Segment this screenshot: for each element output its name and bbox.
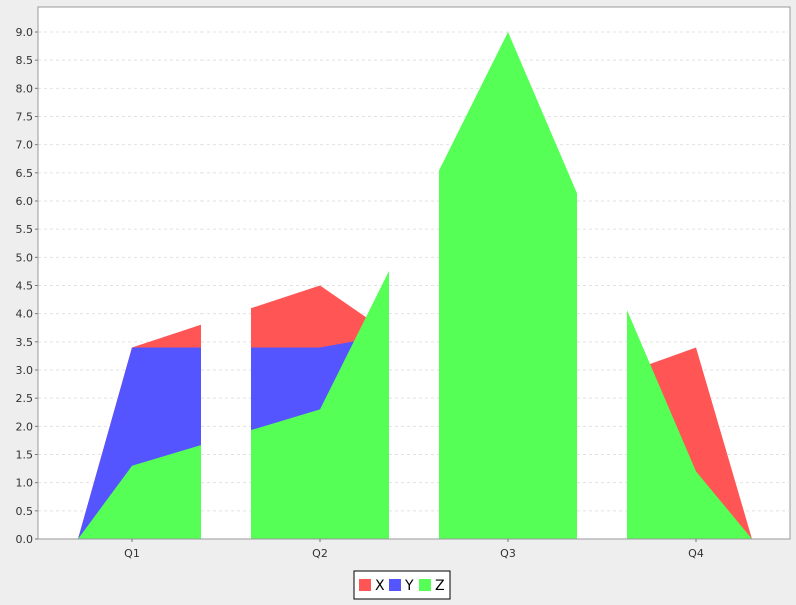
legend-label-y: Y xyxy=(404,578,414,594)
legend-label-z: Z xyxy=(435,578,445,594)
y-tick-label: 7.5 xyxy=(16,111,34,124)
legend-swatch-x xyxy=(359,579,371,591)
x-axis: Q1 Q2 Q3 Q4 xyxy=(38,538,790,560)
y-tick-label: 6.0 xyxy=(16,195,34,208)
category-gaps xyxy=(201,8,627,539)
x-tick-label: Q3 xyxy=(500,547,516,560)
legend-label-x: X xyxy=(375,578,385,594)
y-tick-label: 4.0 xyxy=(16,308,34,321)
legend: X Y Z xyxy=(353,570,451,600)
y-tick-label: 0.0 xyxy=(16,533,34,546)
y-tick-label: 5.5 xyxy=(16,223,34,236)
legend-swatch-z xyxy=(419,579,431,591)
x-tick-label: Q2 xyxy=(312,547,328,560)
x-tick-label: Q4 xyxy=(688,547,704,560)
category-gap xyxy=(389,8,439,539)
y-tick-label: 0.5 xyxy=(16,505,34,518)
y-tick-label: 1.5 xyxy=(16,449,34,462)
category-gap xyxy=(577,8,627,539)
y-tick-label: 9.0 xyxy=(16,26,34,39)
y-tick-label: 4.5 xyxy=(16,280,34,293)
y-tick-label: 8.0 xyxy=(16,82,34,95)
y-axis: 0.0 0.5 1.0 1.5 2.0 2.5 3.0 3.5 4.0 4.5 5.0 5.5 6.0 6… xyxy=(16,7,39,546)
y-tick-label: 2.0 xyxy=(16,420,34,433)
y-tick-label: 8.5 xyxy=(16,54,34,67)
y-tick-label: 6.5 xyxy=(16,167,34,180)
y-tick-label: 5.0 xyxy=(16,251,34,264)
y-tick-label: 3.0 xyxy=(16,364,34,377)
category-gap xyxy=(201,8,251,539)
y-tick-label: 7.0 xyxy=(16,139,34,152)
y-tick-label: 1.0 xyxy=(16,477,34,490)
x-tick-label: Q1 xyxy=(124,547,140,560)
y-tick-label: 2.5 xyxy=(16,392,34,405)
y-tick-label: 3.5 xyxy=(16,336,34,349)
legend-swatch-y xyxy=(389,579,401,591)
